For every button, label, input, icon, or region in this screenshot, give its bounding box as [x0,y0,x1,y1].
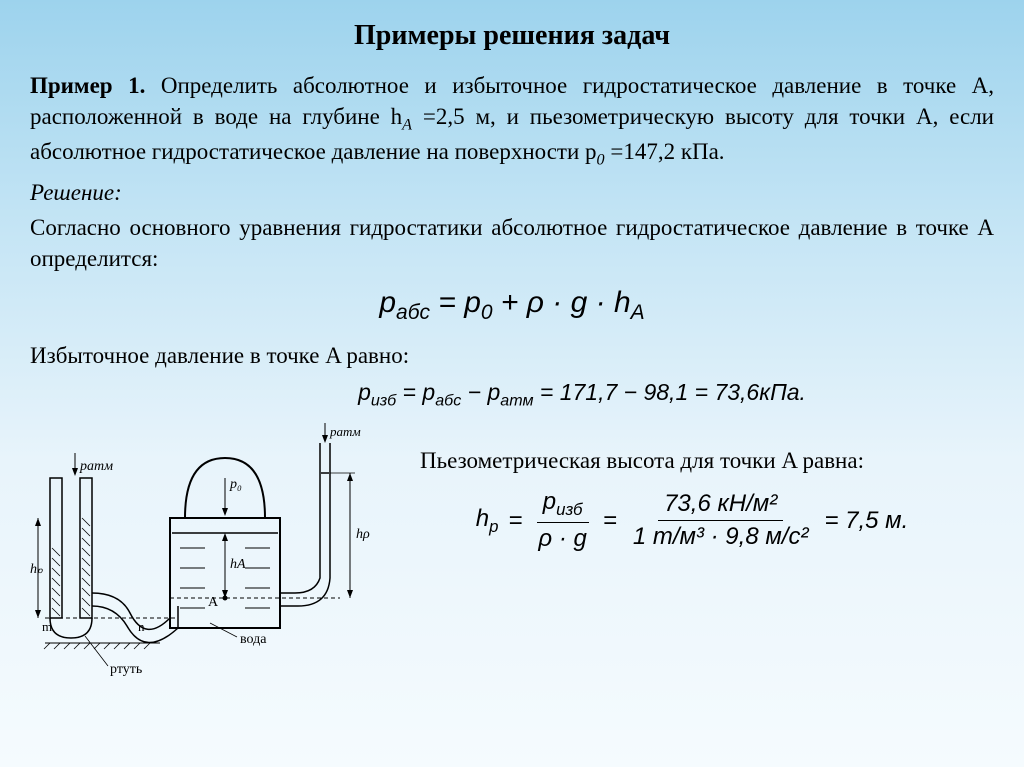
diagram-point-a: A [208,595,219,610]
hydrostatics-diagram: hₚ pатм m n p₀ hA [30,418,400,708]
diagram-patm-right: pатм [329,424,361,439]
problem-label: Пример 1. [30,73,145,98]
diagram-patm-left: pатм [79,459,113,474]
solution-label: Решение: [30,180,994,206]
diagram-mercury-label: ртуть [110,662,142,677]
solution-text: Согласно основного уравнения гидростатик… [30,212,994,274]
diagram-hrho-label: hρ [356,527,370,542]
problem-statement: Пример 1. Определить абсолютное и избыто… [30,70,994,172]
diagram-m-label: m [42,619,52,634]
piezometric-text: Пьезометрическая высота для точки A равн… [420,448,994,474]
problem-text-3: =147,2 кПа. [605,139,725,164]
formula-piezometric-height: hp = pизб ρ · g = 73,6 кН/м² 1 т/м³ · 9,… [390,488,994,553]
page-title: Примеры решения задач [30,20,994,52]
excess-pressure-text: Избыточное давление в точке A равно: [30,343,994,369]
formula-absolute-pressure: pабс = p0 + ρ · g · hA [30,286,994,325]
diagram-p0-label: p₀ [229,477,242,492]
formula-excess-pressure: pизб = pабс − pатм = 171,7 − 98,1 = 73,6… [170,379,994,411]
diagram-water-label: вода [240,632,267,647]
diagram-hp-label: hₚ [30,562,43,577]
diagram-ha-label: hA [230,557,246,572]
